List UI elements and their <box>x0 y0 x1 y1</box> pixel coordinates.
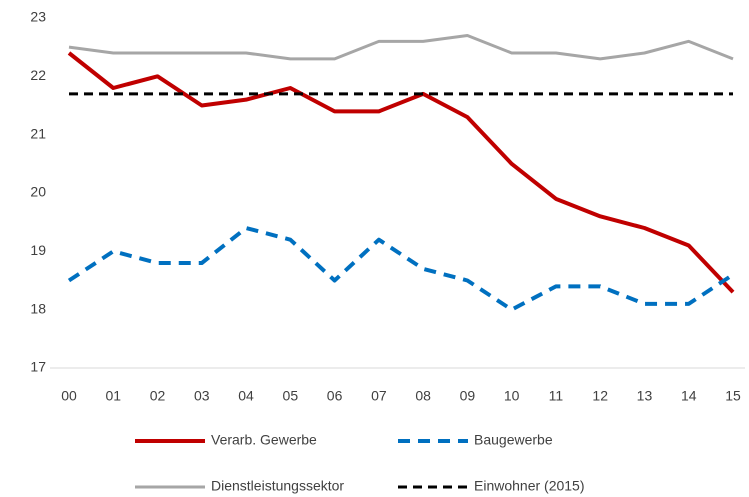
x-tick-label: 01 <box>105 388 121 404</box>
x-tick-label: 11 <box>549 388 564 404</box>
x-tick-label: 00 <box>61 388 77 404</box>
x-tick-label: 14 <box>681 388 697 404</box>
y-tick-label: 20 <box>30 184 46 200</box>
x-tick-label: 12 <box>592 388 608 404</box>
y-tick-label: 19 <box>30 242 46 258</box>
x-tick-label: 15 <box>725 388 741 404</box>
x-tick-label: 10 <box>504 388 520 404</box>
x-tick-label: 05 <box>283 388 299 404</box>
x-tick-label: 04 <box>238 388 254 404</box>
x-tick-label: 07 <box>371 388 387 404</box>
legend-label: Dienstleistungssektor <box>211 478 344 494</box>
series-line <box>67 226 735 312</box>
legend-label: Einwohner (2015) <box>474 478 585 494</box>
x-tick-label: 06 <box>327 388 343 404</box>
legend-label: Baugewerbe <box>474 432 553 448</box>
x-tick-label: 08 <box>415 388 431 404</box>
x-tick-label: 13 <box>637 388 653 404</box>
x-tick-label: 02 <box>150 388 166 404</box>
x-tick-label: 03 <box>194 388 210 404</box>
series-line <box>68 34 734 61</box>
legend-label: Verarb. Gewerbe <box>211 432 317 448</box>
y-tick-label: 21 <box>30 125 46 141</box>
y-tick-label: 23 <box>30 9 46 25</box>
y-tick-label: 22 <box>30 67 46 83</box>
x-tick-label: 09 <box>460 388 476 404</box>
y-tick-label: 18 <box>30 300 46 316</box>
y-tick-label: 17 <box>30 359 46 375</box>
series-line <box>67 51 735 294</box>
